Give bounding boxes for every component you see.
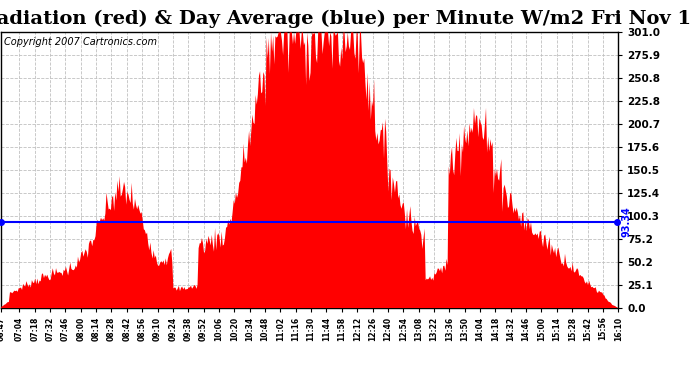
Text: Solar Radiation (red) & Day Average (blue) per Minute W/m2 Fri Nov 16 16:19: Solar Radiation (red) & Day Average (blu… bbox=[0, 9, 690, 28]
Text: 93.34: 93.34 bbox=[621, 207, 631, 237]
Text: Copyright 2007 Cartronics.com: Copyright 2007 Cartronics.com bbox=[3, 38, 157, 47]
